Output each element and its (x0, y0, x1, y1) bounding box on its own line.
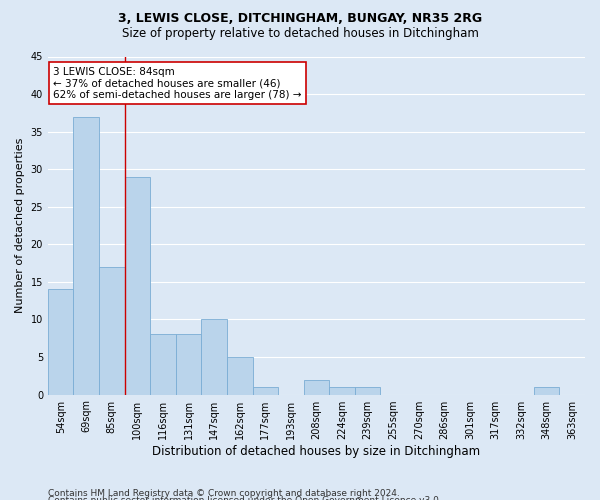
Bar (329, 387, 355, 394)
Text: 3, LEWIS CLOSE, DITCHINGHAM, BUNGAY, NR35 2RG: 3, LEWIS CLOSE, DITCHINGHAM, BUNGAY, NR3… (118, 12, 482, 26)
Bar (355, 387, 380, 394)
Bar (534, 387, 559, 394)
X-axis label: Distribution of detached houses by size in Ditchingham: Distribution of detached houses by size … (152, 444, 481, 458)
Text: Contains HM Land Registry data © Crown copyright and database right 2024.: Contains HM Land Registry data © Crown c… (48, 488, 400, 498)
Y-axis label: Number of detached properties: Number of detached properties (15, 138, 25, 313)
Bar (202, 320, 227, 394)
Bar (48, 290, 73, 395)
Text: 3 LEWIS CLOSE: 84sqm
← 37% of detached houses are smaller (46)
62% of semi-detac: 3 LEWIS CLOSE: 84sqm ← 37% of detached h… (53, 66, 302, 100)
Bar (253, 387, 278, 394)
Text: Contains public sector information licensed under the Open Government Licence v3: Contains public sector information licen… (48, 496, 442, 500)
Bar (176, 334, 202, 394)
Bar (73, 116, 99, 394)
Bar (99, 267, 125, 394)
Bar (304, 380, 329, 394)
Bar (150, 334, 176, 394)
Text: Size of property relative to detached houses in Ditchingham: Size of property relative to detached ho… (122, 28, 478, 40)
Bar (125, 176, 150, 394)
Bar (227, 357, 253, 395)
